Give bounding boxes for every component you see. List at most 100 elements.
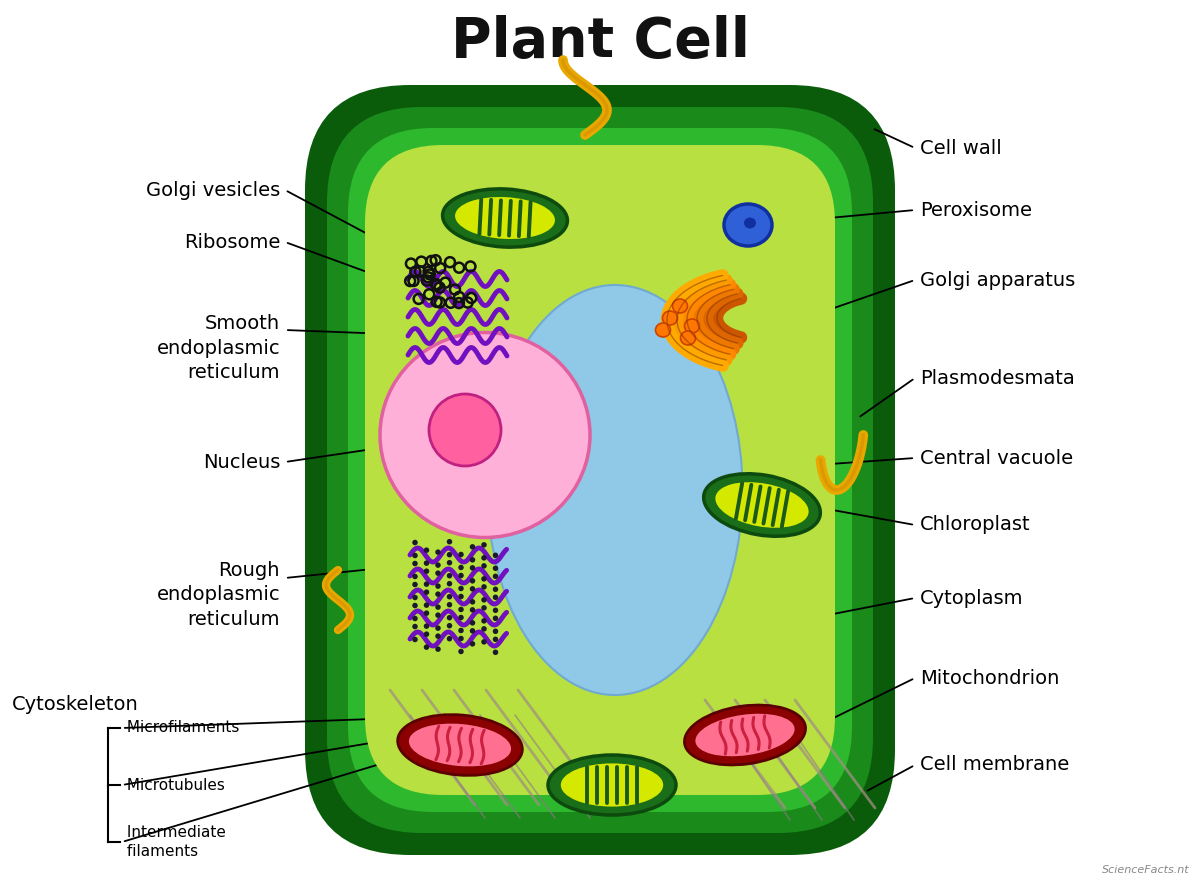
Ellipse shape	[424, 631, 430, 637]
Ellipse shape	[493, 587, 498, 592]
Text: Microfilaments: Microfilaments	[122, 721, 239, 735]
Ellipse shape	[436, 646, 440, 651]
Ellipse shape	[481, 576, 487, 581]
Ellipse shape	[424, 644, 430, 650]
Ellipse shape	[655, 323, 671, 337]
Ellipse shape	[481, 555, 487, 561]
Ellipse shape	[413, 582, 418, 587]
Text: Mitochondrion: Mitochondrion	[920, 668, 1060, 687]
Ellipse shape	[446, 560, 452, 565]
Ellipse shape	[424, 547, 430, 553]
Ellipse shape	[436, 583, 440, 589]
Ellipse shape	[436, 612, 440, 618]
Ellipse shape	[446, 573, 452, 578]
Ellipse shape	[672, 299, 688, 313]
Ellipse shape	[424, 589, 430, 595]
Ellipse shape	[469, 557, 475, 562]
Ellipse shape	[481, 584, 487, 589]
Ellipse shape	[469, 565, 475, 570]
Text: Plant Cell: Plant Cell	[450, 15, 750, 69]
Text: Nucleus: Nucleus	[203, 452, 280, 472]
Ellipse shape	[413, 539, 418, 546]
Ellipse shape	[436, 562, 440, 568]
Ellipse shape	[458, 586, 463, 591]
Ellipse shape	[413, 603, 418, 608]
Text: Intermediate
 filaments: Intermediate filaments	[122, 825, 226, 859]
Ellipse shape	[481, 626, 487, 632]
Ellipse shape	[443, 189, 568, 247]
Ellipse shape	[469, 620, 475, 626]
Ellipse shape	[487, 285, 743, 695]
Ellipse shape	[458, 552, 463, 557]
FancyBboxPatch shape	[365, 145, 835, 795]
Ellipse shape	[446, 552, 452, 557]
Ellipse shape	[684, 319, 700, 333]
Text: Cytoskeleton: Cytoskeleton	[12, 695, 139, 715]
FancyBboxPatch shape	[305, 85, 895, 855]
Ellipse shape	[446, 602, 452, 608]
Ellipse shape	[481, 542, 487, 547]
Ellipse shape	[446, 615, 452, 620]
Ellipse shape	[493, 628, 498, 634]
Text: Cell membrane: Cell membrane	[920, 756, 1069, 774]
Text: ScienceFacts.nt: ScienceFacts.nt	[1103, 865, 1190, 875]
Ellipse shape	[446, 594, 452, 600]
Ellipse shape	[481, 639, 487, 644]
Ellipse shape	[436, 591, 440, 597]
Ellipse shape	[413, 595, 418, 600]
Ellipse shape	[493, 636, 498, 642]
Ellipse shape	[413, 636, 418, 643]
Ellipse shape	[413, 553, 418, 558]
Ellipse shape	[436, 626, 440, 631]
Text: Rough
endoplasmic
reticulum: Rough endoplasmic reticulum	[156, 562, 280, 628]
Text: Ribosome: Ribosome	[184, 232, 280, 252]
Text: Golgi apparatus: Golgi apparatus	[920, 271, 1075, 289]
Ellipse shape	[424, 561, 430, 566]
Ellipse shape	[458, 649, 463, 654]
Ellipse shape	[436, 604, 440, 610]
Ellipse shape	[493, 650, 498, 655]
Ellipse shape	[481, 563, 487, 569]
Ellipse shape	[397, 715, 522, 775]
Ellipse shape	[493, 595, 498, 600]
Ellipse shape	[380, 333, 590, 538]
Text: Cytoplasm: Cytoplasm	[920, 588, 1024, 608]
Ellipse shape	[493, 553, 498, 558]
Ellipse shape	[469, 607, 475, 612]
Text: Cell wall: Cell wall	[920, 139, 1002, 158]
Ellipse shape	[493, 608, 498, 613]
Ellipse shape	[424, 623, 430, 629]
Ellipse shape	[662, 311, 678, 325]
Ellipse shape	[744, 217, 756, 229]
Ellipse shape	[424, 611, 430, 616]
Ellipse shape	[458, 607, 463, 612]
Text: Golgi vesicles: Golgi vesicles	[145, 181, 280, 199]
Ellipse shape	[413, 574, 418, 579]
Ellipse shape	[436, 570, 440, 576]
Ellipse shape	[469, 641, 475, 647]
Ellipse shape	[695, 714, 794, 756]
Ellipse shape	[724, 204, 772, 246]
Ellipse shape	[424, 581, 430, 587]
Ellipse shape	[469, 544, 475, 550]
Ellipse shape	[493, 616, 498, 621]
Text: Chloroplast: Chloroplast	[920, 515, 1031, 535]
Ellipse shape	[409, 724, 511, 766]
Ellipse shape	[458, 627, 463, 633]
Ellipse shape	[481, 597, 487, 603]
Text: Microtubules: Microtubules	[122, 778, 224, 792]
Ellipse shape	[458, 594, 463, 599]
Ellipse shape	[446, 636, 452, 642]
Ellipse shape	[458, 565, 463, 570]
Ellipse shape	[493, 565, 498, 571]
Ellipse shape	[430, 394, 502, 466]
Ellipse shape	[493, 573, 498, 579]
Ellipse shape	[413, 616, 418, 621]
Ellipse shape	[413, 624, 418, 629]
Ellipse shape	[548, 755, 676, 815]
Text: Central vacuole: Central vacuole	[920, 449, 1073, 467]
Ellipse shape	[469, 599, 475, 604]
Text: Peroxisome: Peroxisome	[920, 200, 1032, 220]
Ellipse shape	[455, 197, 554, 239]
Ellipse shape	[424, 603, 430, 608]
